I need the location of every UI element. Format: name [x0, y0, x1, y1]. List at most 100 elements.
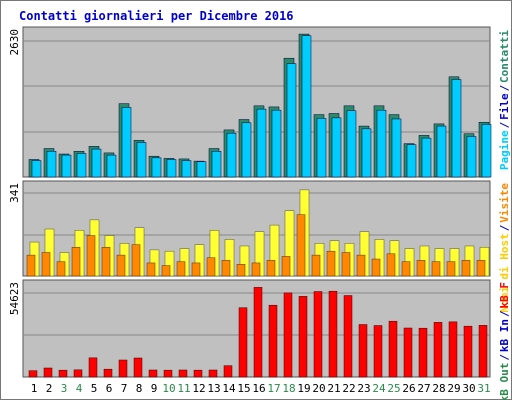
x-tick-label: 20: [312, 382, 325, 395]
bar-file-27: [421, 137, 432, 178]
x-tick-label: 19: [297, 382, 310, 395]
bar-host-14: [221, 260, 231, 277]
bar-kb-6: [103, 368, 113, 378]
bar-host-16: [251, 262, 261, 277]
legend-label: kB In: [498, 319, 511, 352]
bar-kb-3: [58, 369, 68, 378]
bar-kb-9: [148, 369, 158, 378]
x-tick-label: 26: [402, 382, 415, 395]
bar-host-22: [341, 252, 351, 277]
x-tick-label: 3: [61, 382, 68, 395]
x-tick-label: 10: [162, 382, 175, 395]
bar-file-22: [346, 110, 357, 178]
legend-label: Nomi di Host: [498, 233, 511, 312]
bar-kb-23: [358, 324, 368, 378]
x-tick-label: 23: [357, 382, 370, 395]
legend-label: kB F: [498, 282, 511, 309]
legend-label: Pagine: [498, 130, 511, 170]
bar-file-19: [301, 35, 312, 178]
bar-file-9: [151, 157, 162, 178]
x-tick-label: 16: [252, 382, 265, 395]
x-tick-label: 11: [177, 382, 190, 395]
bar-file-4: [76, 153, 87, 178]
legend-label: /: [498, 84, 511, 91]
bar-file-3: [61, 154, 72, 178]
bar-file-16: [256, 108, 267, 178]
legend-label: /: [498, 354, 511, 361]
bar-kb-15: [238, 307, 248, 378]
bar-file-6: [106, 154, 117, 178]
bar-kb-19: [298, 296, 308, 378]
bar-host-1: [26, 254, 36, 277]
bar-host-25: [386, 253, 396, 277]
legend-label: Contatti: [498, 30, 511, 83]
bar-file-2: [46, 151, 57, 178]
bar-host-19: [296, 214, 306, 277]
bar-host-18: [281, 256, 291, 277]
bar-file-31: [481, 124, 492, 178]
bar-kb-11: [178, 369, 188, 378]
bar-kb-2: [43, 367, 53, 378]
bar-kb-24: [373, 325, 383, 378]
bar-file-20: [316, 118, 327, 178]
bar-host-27: [416, 260, 426, 277]
bar-file-25: [391, 118, 402, 178]
bar-host-21: [326, 250, 336, 277]
bar-host-28: [431, 261, 441, 277]
legend-label: File: [498, 93, 511, 120]
bar-kb-14: [223, 365, 233, 378]
x-tick-label: 21: [327, 382, 340, 395]
bar-file-24: [376, 109, 387, 178]
bar-file-21: [331, 117, 342, 178]
legend-label: kB Out: [498, 363, 511, 400]
bar-kb-4: [73, 369, 83, 378]
bar-file-15: [241, 122, 252, 178]
bar-host-20: [311, 254, 321, 277]
bar-file-26: [406, 144, 417, 178]
x-tick-label: 4: [76, 382, 83, 395]
bar-file-13: [211, 151, 222, 178]
legend-label: Visite: [498, 183, 511, 223]
bar-host-23: [356, 254, 366, 277]
bar-kb-7: [118, 359, 128, 378]
x-tick-label: 8: [136, 382, 143, 395]
bar-host-29: [446, 261, 456, 277]
bar-host-3: [56, 261, 66, 277]
bar-file-7: [121, 107, 132, 178]
bar-kb-26: [403, 327, 413, 378]
bar-file-10: [166, 159, 177, 178]
legend-label: /: [498, 310, 511, 317]
bar-file-11: [181, 160, 192, 178]
x-tick-label: 1: [31, 382, 38, 395]
bar-kb-8: [133, 357, 143, 378]
bar-host-12: [191, 262, 201, 277]
bar-host-24: [371, 258, 381, 277]
x-tick-label: 22: [342, 382, 355, 395]
bar-file-12: [196, 161, 207, 178]
bar-file-28: [436, 125, 447, 178]
bar-file-29: [451, 79, 462, 178]
bar-kb-18: [283, 292, 293, 378]
x-tick-label: 24: [372, 382, 386, 395]
x-tick-label: 27: [417, 382, 430, 395]
x-tick-label: 17: [267, 382, 280, 395]
bar-kb-16: [253, 287, 263, 378]
chart-title: Contatti giornalieri per Dicembre 2016: [19, 9, 294, 23]
bar-file-18: [286, 63, 297, 178]
bar-file-30: [466, 136, 477, 178]
bar-file-17: [271, 109, 282, 178]
x-tick-label: 31: [477, 382, 490, 395]
x-tick-label: 6: [106, 382, 113, 395]
bar-host-4: [71, 247, 81, 277]
bar-host-9: [146, 262, 156, 277]
x-tick-label: 15: [237, 382, 250, 395]
bar-host-30: [461, 260, 471, 277]
bar-file-5: [91, 148, 102, 178]
bar-host-17: [266, 260, 276, 277]
bar-host-6: [101, 247, 111, 277]
bar-host-26: [401, 261, 411, 277]
x-tick-label: 7: [121, 382, 128, 395]
bar-kb-12: [193, 369, 203, 378]
bar-host-10: [161, 265, 171, 277]
